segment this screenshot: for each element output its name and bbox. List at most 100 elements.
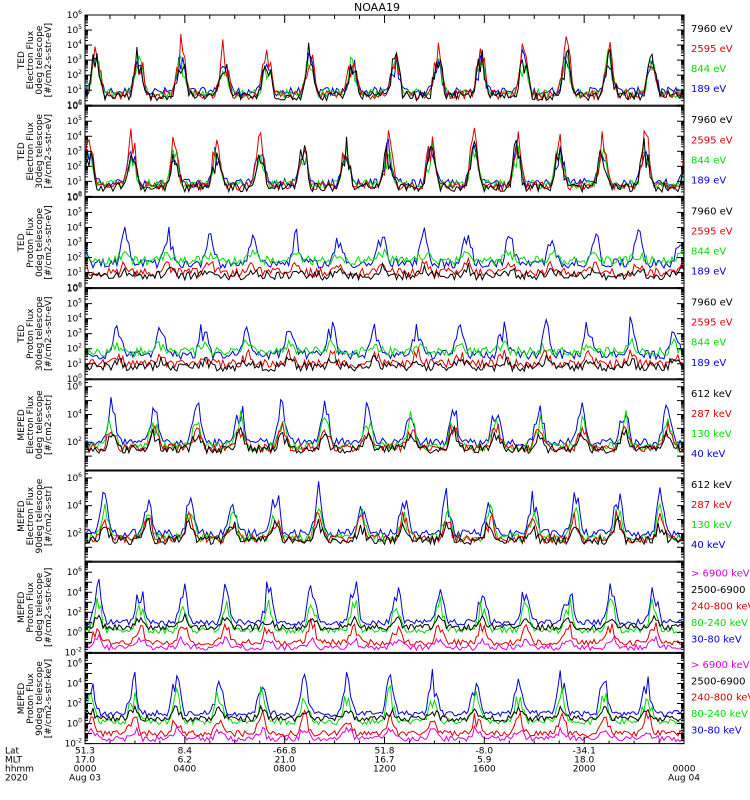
ytick-label: 103: [67, 145, 82, 157]
trace-meped-p-0-4: [85, 578, 684, 627]
ytick-label: 106: [67, 566, 82, 578]
panel-frame-meped-e-90: [84, 470, 685, 562]
panel-meped-e-0: 102 104 106 MEPEDElectron Flux0deg telescop…: [17, 379, 732, 471]
ytick-label: 100: [67, 718, 82, 730]
ytick-label: 105: [67, 115, 82, 127]
xrow-tick-2-2: 0800: [273, 765, 296, 775]
trace-ted-p-0-3: [85, 226, 684, 270]
ytick-label: 106: [67, 657, 82, 669]
ylabel-ted-p-0: TEDProton Flux0deg telescope[#/cm2-s-str…: [17, 205, 54, 280]
trace-meped-p-0-3: [85, 596, 684, 635]
legend-meped-e-0-3: 40 keV: [691, 449, 725, 460]
legend-ted-p-0-3: 189 eV: [691, 267, 726, 278]
ytick-label: 103: [67, 237, 82, 249]
panel-data-ted-e-30: [85, 127, 684, 194]
legend-meped-p-0-0: > 6900 keV: [691, 569, 750, 580]
legend-meped-p-0-2: 240-800 keV: [691, 601, 750, 612]
xrow-label-3: 2020: [5, 774, 28, 784]
ytick-label: 102: [67, 436, 82, 448]
legend-ted-e-30-0: 7960 eV: [691, 115, 733, 126]
trace-ted-e-0-0: [85, 42, 684, 103]
ytick-label: 103: [67, 328, 82, 340]
trace-meped-p-0-0: [85, 633, 684, 652]
ytick-label: 106: [67, 472, 82, 484]
legend-ted-p-0-1: 2595 eV: [691, 226, 733, 237]
ytick-label: 100: [67, 626, 82, 638]
panel-data-meped-e-0: [85, 397, 684, 456]
trace-meped-e-90-3: [85, 481, 684, 540]
legend-meped-p-0-3: 80-240 keV: [691, 618, 748, 629]
panel-data-ted-p-30: [85, 316, 684, 374]
xrow-tick-0-4: -8.0: [476, 747, 494, 757]
trace-meped-e-0-0: [85, 424, 684, 456]
ytick-label: 102: [67, 252, 82, 264]
ytick-label: 104: [67, 313, 82, 325]
xrow-tick-1-4: 5.9: [477, 756, 492, 766]
panel-frame-ted-e-0: [84, 14, 685, 106]
legend-meped-p-0-1: 2500-6900: [691, 585, 746, 596]
ytick-label: 106: [67, 381, 82, 393]
legend-ted-e-30-1: 2595 eV: [691, 135, 733, 146]
trace-ted-p-30-3: [85, 316, 684, 361]
ytick-label: 105: [67, 206, 82, 218]
ytick-label: 104: [67, 500, 82, 512]
legend-meped-e-0-0: 612 keV: [691, 389, 732, 400]
ytick-label: 106: [67, 100, 82, 112]
xrow-label-0: Lat: [5, 747, 20, 757]
ytick-label: 106: [67, 191, 82, 203]
legend-meped-e-90-3: 40 keV: [691, 540, 725, 551]
ytick-label: 104: [67, 130, 82, 142]
panel-data-meped-e-90: [85, 481, 684, 547]
legend-ted-e-0-0: 7960 eV: [691, 24, 733, 35]
ylabel-meped-e-0: MEPEDElectron Flux0deg telescope[#/cm2-s…: [17, 390, 54, 460]
xrow-tick-0-3: 51.8: [374, 747, 394, 757]
xrow-tick-1-3: 16.7: [374, 756, 394, 766]
panel-data-meped-p-0: [85, 578, 684, 652]
ylabel-ted-p-30: TEDProton Flux30deg telescope[#/cm2-s-st…: [17, 296, 54, 371]
legend-ted-e-0-2: 844 eV: [691, 64, 726, 75]
xrow-tick-2-1: 0400: [173, 765, 196, 775]
xrow-tick-0-0: 51.3: [75, 747, 95, 757]
xrow-tick-0-1: 8.4: [178, 747, 193, 757]
ylabel-ted-e-30: TEDElectron Flux30deg telescope[#/cm2-s-…: [17, 113, 54, 188]
legend-meped-p-90-4: 30-80 keV: [691, 725, 742, 736]
ytick-label: 101: [67, 358, 82, 370]
legend-ted-e-0-1: 2595 eV: [691, 44, 733, 55]
panel-data-ted-p-0: [85, 226, 684, 282]
legend-meped-e-90-2: 130 keV: [691, 520, 732, 531]
trace-meped-e-0-1: [85, 421, 684, 454]
xrow-tick-0-5: -34.1: [573, 747, 596, 757]
xrow-tick-3-6: Aug 04: [668, 774, 700, 784]
xrow-tick-1-5: 18.0: [574, 756, 594, 766]
ytick-label: 102: [67, 606, 82, 618]
ytick-label: 102: [67, 343, 82, 355]
plot-title: NOAA19: [354, 1, 400, 14]
legend-meped-e-0-2: 130 keV: [691, 429, 732, 440]
ytick-label: 103: [67, 54, 82, 66]
legend-meped-p-90-1: 2500-6900: [691, 676, 746, 687]
trace-ted-p-30-0: [85, 354, 684, 374]
xrow-label-1: MLT: [5, 756, 23, 766]
panel-frame-meped-e-0: [84, 379, 685, 471]
trace-meped-e-90-1: [85, 510, 684, 545]
ytick-label: 101: [67, 175, 82, 187]
xrow-tick-2-5: 2000: [573, 765, 596, 775]
xrow-tick-1-1: 6.2: [178, 756, 192, 766]
time-axis: Lat 51.3 8.4 -66.8 51.8 -8.0 -34.1 MLT 17.0 6.2 21…: [5, 15, 700, 784]
legend-meped-p-90-3: 80-240 keV: [691, 709, 748, 720]
xrow-tick-2-4: 1600: [473, 765, 496, 775]
trace-meped-p-90-2: [85, 708, 684, 738]
ytick-label: 102: [67, 527, 82, 539]
xrow-tick-0-2: -66.8: [273, 747, 297, 757]
panel-meped-e-90: 102 104 106 MEPEDElectron Flux90deg telesco…: [17, 470, 732, 562]
trace-meped-p-0-1: [85, 612, 684, 632]
xrow-tick-2-3: 1200: [373, 765, 396, 775]
ytick-label: 101: [67, 267, 82, 279]
